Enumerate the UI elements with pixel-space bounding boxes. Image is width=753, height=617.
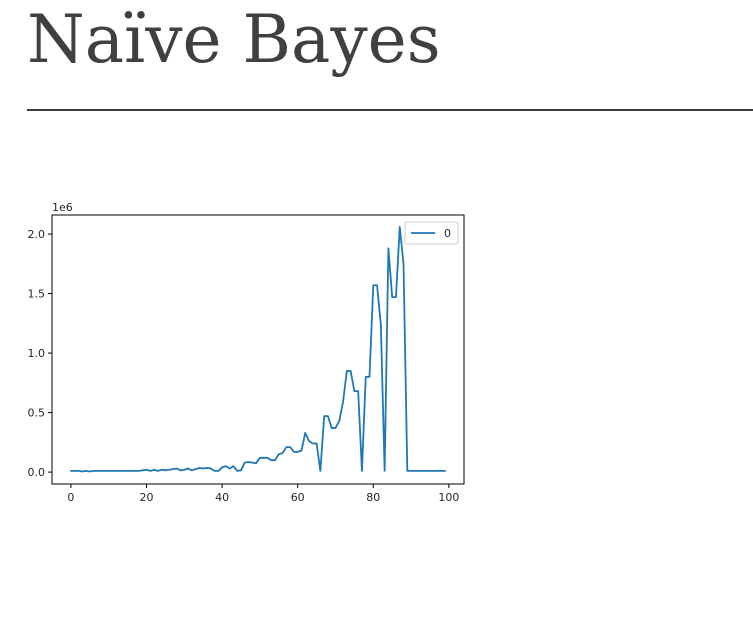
legend-label: 0 xyxy=(444,227,451,240)
legend: 0 xyxy=(404,221,459,245)
x-tick-label: 80 xyxy=(366,491,380,504)
line-chart: 0 20 40 60 80 100 0.0 0.5 1.0 1.5 2.0 1e6 0 xyxy=(28,201,465,504)
x-tick-label: 40 xyxy=(215,491,229,504)
page-title: Naïve Bayes xyxy=(27,1,441,78)
x-tick-label: 0 xyxy=(67,491,74,504)
plot-frame xyxy=(51,214,465,485)
plot-area xyxy=(52,215,464,484)
y-tick-label: 0.5 xyxy=(28,407,46,420)
y-tick-label: 0.0 xyxy=(28,466,46,479)
y-tick-label: 2.0 xyxy=(28,228,46,241)
y-tick-label: 1.5 xyxy=(28,288,46,301)
axis-ticks: 0 20 40 60 80 100 0.0 0.5 1.0 1.5 2.0 xyxy=(28,228,460,504)
x-tick-label: 20 xyxy=(139,491,153,504)
y-offset-label: 1e6 xyxy=(52,201,73,214)
series-line xyxy=(70,226,446,473)
y-tick-label: 1.0 xyxy=(28,347,46,360)
chart-container: 0 20 40 60 80 100 0.0 0.5 1.0 1.5 2.0 1e6 0 xyxy=(0,190,480,520)
x-tick-label: 60 xyxy=(291,491,305,504)
title-divider xyxy=(27,109,753,111)
x-tick-label: 100 xyxy=(438,491,459,504)
